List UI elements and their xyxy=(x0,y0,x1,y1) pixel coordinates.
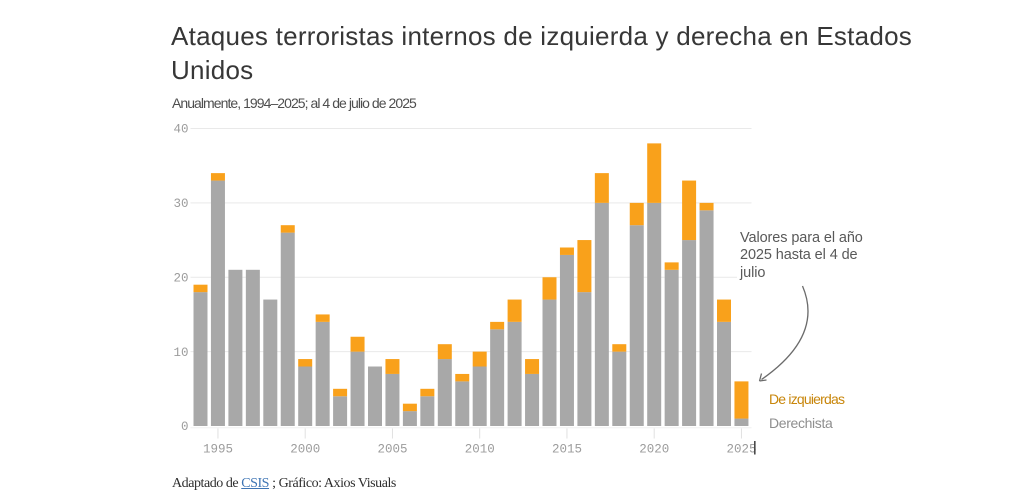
svg-text:10: 10 xyxy=(173,346,188,360)
svg-text:2025: 2025 xyxy=(726,443,756,457)
svg-text:0: 0 xyxy=(181,420,189,434)
svg-text:2000: 2000 xyxy=(290,443,320,457)
svg-text:40: 40 xyxy=(173,123,188,137)
svg-text:2020: 2020 xyxy=(639,443,669,457)
svg-text:2010: 2010 xyxy=(465,443,495,457)
svg-text:2005: 2005 xyxy=(377,443,407,457)
svg-text:1995: 1995 xyxy=(203,443,233,457)
svg-text:2015: 2015 xyxy=(552,443,582,457)
svg-text:20: 20 xyxy=(173,271,188,285)
svg-text:30: 30 xyxy=(173,197,188,211)
